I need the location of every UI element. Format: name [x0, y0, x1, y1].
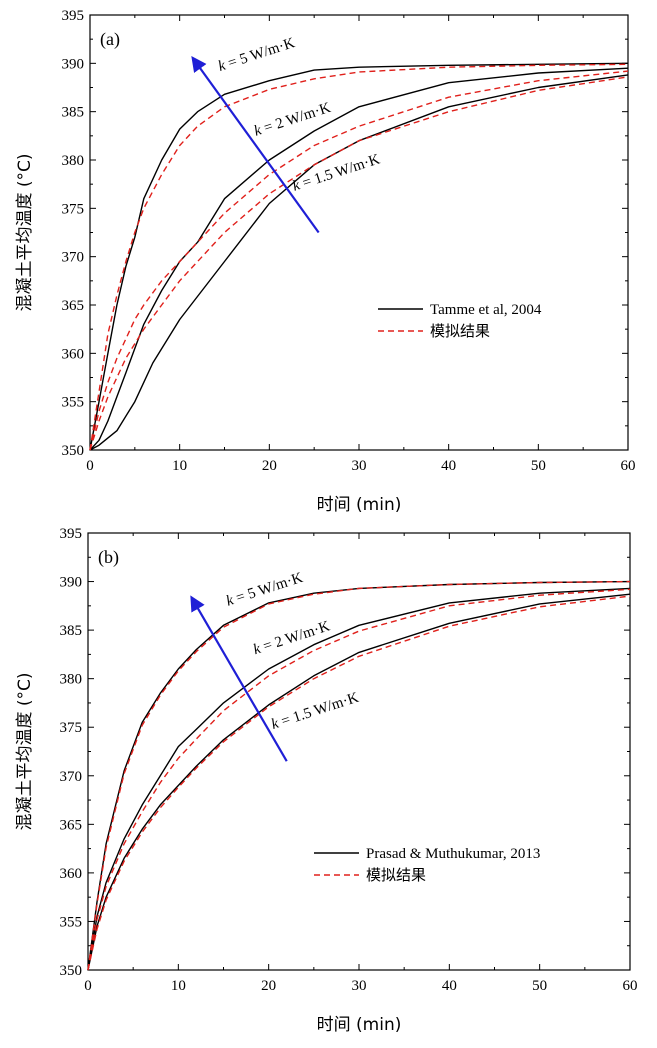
- y-axis-title: 混凝土平均温度 (°C): [15, 153, 35, 311]
- x-tick-label: 20: [262, 458, 277, 474]
- x-tick-label: 40: [441, 458, 456, 474]
- x-tick-label: 10: [171, 978, 186, 994]
- plot-frame: [87, 532, 631, 971]
- y-tick-label: 375: [60, 720, 83, 736]
- annotation-0: k = 5 W/m·K: [216, 35, 297, 75]
- panel-label: (a): [100, 29, 120, 50]
- y-tick-label: 375: [62, 201, 85, 217]
- legend-label-0: Prasad & Muthukumar, 2013: [366, 846, 540, 862]
- chart-panel-a: 混凝土平均温度 (°C) 时间 (min) (a) Tamme et al, 2…: [15, 8, 636, 515]
- annotation-k: k: [251, 641, 263, 658]
- y-tick-label: 380: [60, 672, 83, 688]
- x-tick-label: 10: [172, 458, 187, 474]
- y-tick-label: 355: [62, 395, 85, 411]
- x-tick-label: 50: [531, 458, 546, 474]
- series-line-3: [89, 70, 629, 451]
- x-axis-title: 时间 (min): [317, 495, 402, 515]
- y-tick-label: 395: [62, 8, 85, 24]
- y-axis-title: 混凝土平均温度 (°C): [15, 672, 35, 830]
- y-tick-label: 370: [62, 250, 85, 266]
- series-line-4: [89, 74, 629, 451]
- annotation-k: k: [216, 57, 228, 74]
- legend: Tamme et al, 2004 模拟结果: [378, 302, 542, 340]
- series-line-0: [87, 580, 631, 971]
- x-tick-label: 20: [261, 978, 276, 994]
- annotation-k: k: [269, 716, 281, 733]
- series-line-5: [89, 76, 629, 451]
- annotation-k: k: [252, 122, 264, 139]
- series-line-1: [87, 580, 631, 971]
- series-line-3: [87, 588, 631, 971]
- y-tick-label: 370: [60, 769, 83, 785]
- annotation-1: k = 2 W/m·K: [251, 618, 332, 658]
- series-line-2: [89, 67, 629, 451]
- annotation-k: k: [291, 177, 303, 194]
- x-tick-label: 0: [84, 978, 92, 994]
- legend: Prasad & Muthukumar, 2013 模拟结果: [314, 846, 540, 884]
- annotation-text: = 2 W/m·K: [259, 100, 333, 138]
- x-tick-label: 60: [623, 978, 638, 994]
- y-tick-label: 350: [60, 963, 83, 979]
- annotation-1: k = 2 W/m·K: [252, 100, 333, 140]
- y-tick-label: 365: [60, 817, 83, 833]
- y-tick-label: 395: [60, 526, 83, 542]
- annotation-text: = 5 W/m·K: [231, 570, 305, 608]
- y-tick-label: 365: [62, 298, 85, 314]
- x-tick-label: 30: [352, 458, 367, 474]
- y-tick-label: 385: [62, 105, 85, 121]
- legend-label-1: 模拟结果: [366, 867, 426, 884]
- y-tick-label: 360: [62, 346, 85, 362]
- y-tick-label: 390: [60, 575, 83, 591]
- series-line-2: [87, 587, 631, 971]
- trend-arrow: [190, 595, 288, 762]
- y-tick-label: 355: [60, 914, 83, 930]
- chart-panel-b: 混凝土平均温度 (°C) 时间 (min) (b) Prasad & Muthu…: [15, 526, 638, 1035]
- y-tick-label: 390: [62, 56, 85, 72]
- legend-label-0: Tamme et al, 2004: [430, 302, 542, 318]
- series-line-5: [87, 595, 631, 971]
- x-tick-label: 40: [442, 978, 457, 994]
- panel-label: (b): [98, 547, 119, 568]
- x-tick-label: 60: [621, 458, 636, 474]
- series-line-0: [89, 62, 629, 451]
- y-tick-label: 380: [62, 153, 85, 169]
- legend-label-1: 模拟结果: [430, 323, 490, 340]
- x-tick-label: 0: [86, 458, 94, 474]
- x-axis-title: 时间 (min): [317, 1015, 402, 1035]
- y-tick-label: 385: [60, 623, 83, 639]
- annotation-text: = 1.5 W/m·K: [297, 151, 382, 192]
- trend-arrow: [191, 56, 320, 234]
- annotation-0: k = 5 W/m·K: [224, 570, 305, 610]
- series-line-4: [87, 593, 631, 971]
- x-tick-label: 30: [352, 978, 367, 994]
- y-tick-label: 360: [60, 866, 83, 882]
- y-tick-label: 350: [62, 443, 85, 459]
- x-tick-label: 50: [532, 978, 547, 994]
- annotation-k: k: [224, 592, 236, 609]
- annotation-text: = 5 W/m·K: [223, 35, 297, 73]
- series-line-1: [89, 63, 629, 451]
- annotation-text: = 2 W/m·K: [258, 618, 332, 656]
- annotation-text: = 1.5 W/m·K: [276, 690, 361, 731]
